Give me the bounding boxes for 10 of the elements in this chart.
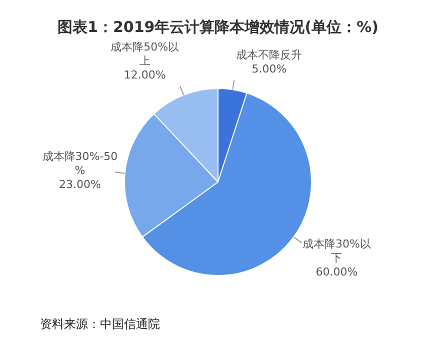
data-label: 5.00% — [252, 62, 287, 76]
text: 资料来源：中国信通院 — [40, 316, 160, 333]
data-label: 60.00% — [316, 266, 358, 279]
slice-label: 成本降50%以上 — [110, 40, 180, 68]
data-label: 12.00% — [124, 68, 166, 82]
slice-label: 成本降30%以下 — [302, 238, 371, 265]
slice-label: 成本降30%-50% — [42, 150, 118, 178]
data-label: 23.00% — [58, 178, 101, 192]
chart-title: 图表1：2019年云计算降本增效情况(单位：%) — [56, 18, 380, 37]
slice-label: 成本不降反升 — [236, 48, 302, 62]
